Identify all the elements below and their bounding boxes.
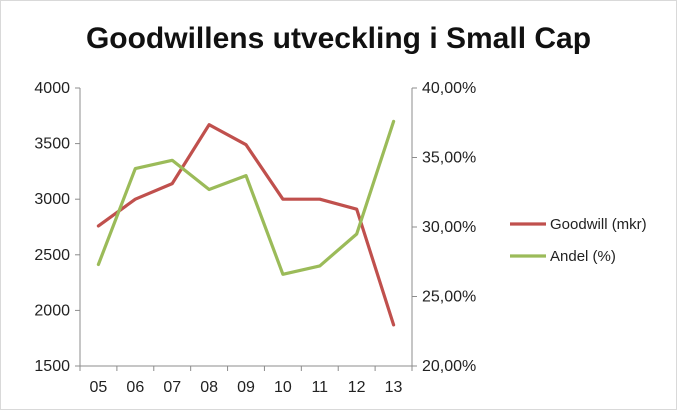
legend-label: Goodwill (mkr) xyxy=(550,216,647,233)
y-left-tick-label: 3500 xyxy=(34,136,70,153)
chart-title: Goodwillens utveckling i Small Cap xyxy=(85,22,592,55)
legend-label: Andel (%) xyxy=(550,248,616,265)
y-right-tick-label: 20,00% xyxy=(422,358,476,375)
y-left-tick-label: 1500 xyxy=(34,358,70,375)
y-left-tick-label: 2000 xyxy=(34,302,70,319)
x-tick-label: 10 xyxy=(274,379,292,396)
axes xyxy=(75,87,417,371)
tick-labels: 1500 2000 2500 3000 3500 4000 20,00% 25,00% 30,0… xyxy=(34,80,476,396)
x-tick-label: 09 xyxy=(237,379,255,396)
series-line-goodwill xyxy=(96,123,396,327)
series-line-andel xyxy=(96,119,396,276)
y-left-tick-label: 3000 xyxy=(34,191,70,208)
y-right-tick-label: 30,00% xyxy=(422,219,476,236)
x-tick-label: 06 xyxy=(126,379,144,396)
x-tick-label: 12 xyxy=(348,379,366,396)
y-left-tick-label: 2500 xyxy=(34,247,70,264)
x-tick-label: 05 xyxy=(90,379,108,396)
y-right-tick-label: 35,00% xyxy=(422,150,476,167)
x-tick-label: 07 xyxy=(163,379,181,396)
x-tick-label: 13 xyxy=(385,379,403,396)
legend: Goodwill (mkr) Andel (%) xyxy=(510,216,647,265)
series-lines xyxy=(96,119,396,327)
x-tick-label: 08 xyxy=(200,379,218,396)
y-left-tick-label: 4000 xyxy=(34,80,70,97)
y-right-tick-label: 25,00% xyxy=(422,289,476,306)
y-right-tick-label: 40,00% xyxy=(422,80,476,97)
x-tick-label: 11 xyxy=(311,379,328,396)
